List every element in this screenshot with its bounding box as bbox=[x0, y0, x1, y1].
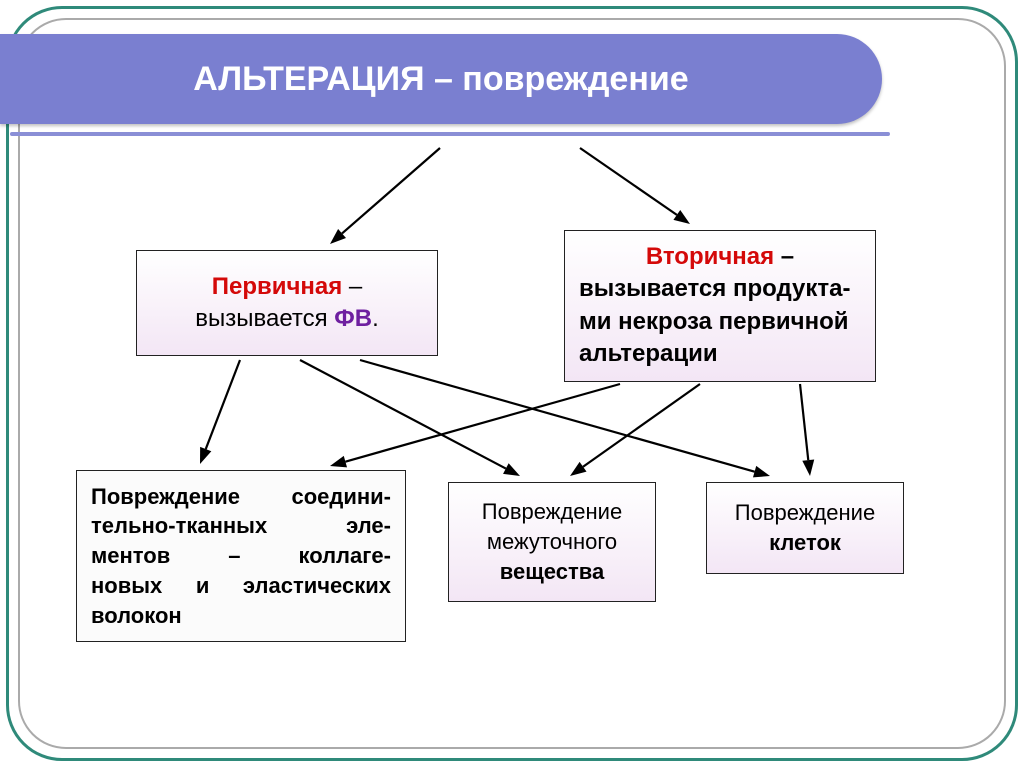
secondary-rest: вызывается продукта-ми некроза первичной… bbox=[579, 273, 861, 370]
b1-l4: новых и эластических bbox=[91, 571, 391, 601]
b3-l2: клеток bbox=[721, 528, 889, 558]
secondary-red: Вторичная bbox=[646, 243, 774, 270]
b1-l1: Повреждение соедини- bbox=[91, 482, 391, 512]
node-bottom-1: Повреждение соедини- тельно-тканных эле-… bbox=[76, 470, 406, 642]
node-primary: Первичная – вызывается ФВ. bbox=[136, 250, 438, 356]
node-bottom-3: Повреждение клеток bbox=[706, 482, 904, 574]
primary-black: вызывается bbox=[195, 305, 334, 332]
primary-dash: – bbox=[342, 273, 362, 300]
node-secondary: Вторичная – вызывается продукта-ми некро… bbox=[564, 230, 876, 382]
secondary-dash: – bbox=[774, 243, 794, 270]
b2-l2: межуточного bbox=[463, 527, 641, 557]
title-bar: АЛЬТЕРАЦИЯ – повреждение bbox=[0, 34, 882, 124]
b1-l3: ментов – коллаге- bbox=[91, 541, 391, 571]
primary-purple: ФВ bbox=[334, 305, 372, 332]
title-underline bbox=[10, 132, 890, 136]
b1-l2: тельно-тканных эле- bbox=[91, 511, 391, 541]
b2-l3: вещества bbox=[463, 557, 641, 587]
b1-l5: волокон bbox=[91, 601, 391, 631]
page-title: АЛЬТЕРАЦИЯ – повреждение bbox=[193, 60, 688, 99]
b3-l1: Повреждение bbox=[721, 498, 889, 528]
primary-dot: . bbox=[372, 305, 379, 332]
b2-l1: Повреждение bbox=[463, 497, 641, 527]
node-bottom-2: Повреждение межуточного вещества bbox=[448, 482, 656, 602]
primary-red: Первичная bbox=[212, 273, 343, 300]
